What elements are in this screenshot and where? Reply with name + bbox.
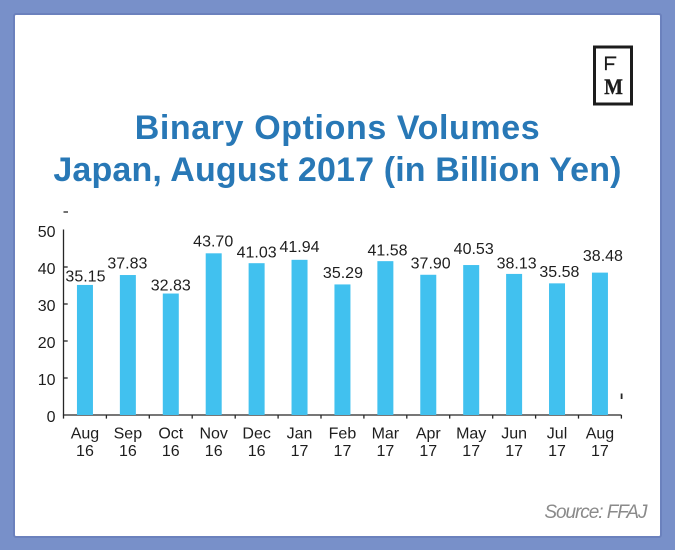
svg-text:40: 40 [38,261,56,278]
svg-text:17: 17 [291,443,309,460]
svg-text:17: 17 [548,443,566,460]
svg-text:35.58: 35.58 [539,264,579,281]
svg-text:Oct: Oct [158,426,183,443]
svg-text:Jan: Jan [287,426,313,443]
svg-text:Aug: Aug [71,426,99,443]
svg-text:32.83: 32.83 [151,277,191,294]
svg-text:35.29: 35.29 [323,265,363,282]
svg-text:50: 50 [38,224,56,241]
svg-text:16: 16 [119,443,137,460]
svg-text:37.83: 37.83 [107,255,147,272]
svg-text:17: 17 [376,443,394,460]
svg-text:38.48: 38.48 [583,248,623,265]
svg-text:0: 0 [47,409,56,426]
svg-text:Apr: Apr [416,426,442,443]
svg-text:30: 30 [38,298,56,315]
svg-text:Nov: Nov [199,426,227,443]
svg-text:16: 16 [76,443,94,460]
svg-text:17: 17 [462,443,480,460]
svg-text:17: 17 [419,443,437,460]
svg-text:Jun: Jun [501,426,527,443]
svg-text:May: May [456,426,486,443]
svg-text:10: 10 [38,372,56,389]
svg-text:Feb: Feb [329,426,357,443]
svg-text:16: 16 [205,443,223,460]
svg-text:17: 17 [334,443,352,460]
svg-text:17: 17 [505,443,523,460]
svg-text:37.90: 37.90 [411,255,451,272]
svg-text:41.03: 41.03 [237,244,277,261]
svg-text:38.13: 38.13 [497,255,537,272]
svg-text:20: 20 [38,335,56,352]
svg-text:Dec: Dec [242,426,270,443]
svg-text:Aug: Aug [586,426,614,443]
svg-text:43.70: 43.70 [193,234,233,251]
svg-text:M: M [604,74,623,99]
svg-text:17: 17 [591,443,609,460]
svg-text:35.15: 35.15 [65,268,105,285]
svg-text:Mar: Mar [372,426,400,443]
svg-text:16: 16 [162,443,180,460]
svg-text:41.94: 41.94 [280,239,320,256]
svg-text:40.53: 40.53 [454,241,494,258]
svg-text:Jul: Jul [547,426,567,443]
svg-text:16: 16 [248,443,266,460]
svg-text:41.58: 41.58 [368,243,408,260]
svg-text:Sep: Sep [114,426,143,443]
